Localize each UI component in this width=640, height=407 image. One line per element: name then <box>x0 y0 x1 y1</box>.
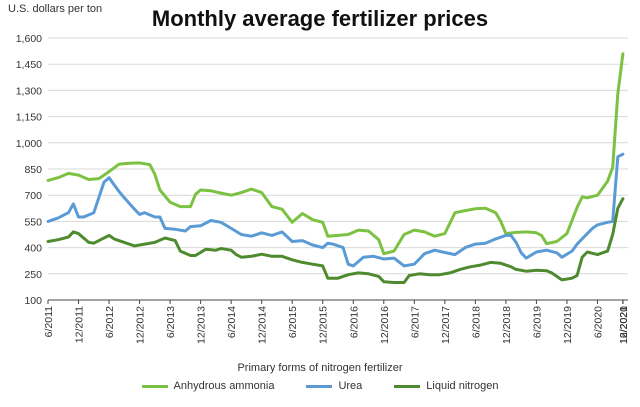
legend-swatch-liquid-nitrogen <box>394 384 421 388</box>
legend-label-liquid-nitrogen: Liquid nitrogen <box>426 380 499 392</box>
x-axis-label: Primary forms of nitrogen fertilizer <box>237 362 403 374</box>
series-line-anhydrous-ammonia <box>46 52 625 256</box>
x-tick-label: 6/2020 <box>592 306 604 338</box>
x-tick-label: 6/2011 <box>43 306 55 337</box>
x-tick-label: 12/2018 <box>501 306 513 344</box>
y-tick-label: 1,000 <box>16 138 42 150</box>
y-tick-label: 100 <box>24 295 42 307</box>
y-tick-label: 550 <box>24 216 42 228</box>
y-tick-label: 700 <box>24 190 42 202</box>
x-tick-label: 6/2021 <box>618 306 630 338</box>
y-axis-label: U.S. dollars per ton <box>8 3 103 15</box>
x-tick-label: 6/2019 <box>531 306 543 338</box>
x-tick-label: 12/2014 <box>257 306 269 344</box>
x-tick-label: 6/2017 <box>409 306 421 338</box>
y-tick-label: 1,300 <box>16 85 42 97</box>
series-line-liquid-nitrogen <box>46 197 625 284</box>
x-tick-label: 12/2012 <box>135 306 147 344</box>
chart-title: Monthly average fertilizer prices <box>151 6 489 31</box>
x-tick-label: 12/2016 <box>379 306 391 344</box>
y-tick-label: 400 <box>24 243 42 255</box>
x-tick-label: 12/2013 <box>196 306 208 344</box>
legend-item-urea: Urea <box>306 380 362 392</box>
y-tick-label: 250 <box>24 269 42 281</box>
legend-label-urea: Urea <box>338 380 363 392</box>
x-tick-label: 6/2012 <box>104 306 116 338</box>
x-tick-label: 12/2021 <box>618 306 630 344</box>
x-tick-label: 12/2017 <box>440 306 452 344</box>
y-tick-label: 1,600 <box>16 33 42 45</box>
x-tick-label: 6/2018 <box>470 306 482 338</box>
legend: Anhydrous ammonia Urea Liquid nitrogen <box>0 380 640 392</box>
x-tick-label: 12/2015 <box>318 306 330 344</box>
series-line-urea <box>46 152 625 268</box>
x-tick-label: 12/2011 <box>74 306 86 343</box>
y-tick-label: 850 <box>24 164 42 176</box>
legend-label-ammonia: Anhydrous ammonia <box>173 380 275 392</box>
legend-swatch-ammonia <box>141 384 168 388</box>
y-tick-label: 1,150 <box>16 112 42 124</box>
x-tick-label: 6/2013 <box>165 306 177 338</box>
x-tick-label: 6/2015 <box>287 306 299 338</box>
x-tick-label: 6/2014 <box>226 306 238 338</box>
x-tick-label: 12/2020 <box>618 306 630 344</box>
legend-item-ammonia: Anhydrous ammonia <box>141 380 275 392</box>
x-tick-label: 12/2019 <box>562 306 574 344</box>
x-tick-label: 6/2016 <box>348 306 360 338</box>
y-tick-label: 1,450 <box>16 59 42 71</box>
legend-item-liquid-nitrogen: Liquid nitrogen <box>394 380 498 392</box>
legend-swatch-urea <box>306 384 333 388</box>
